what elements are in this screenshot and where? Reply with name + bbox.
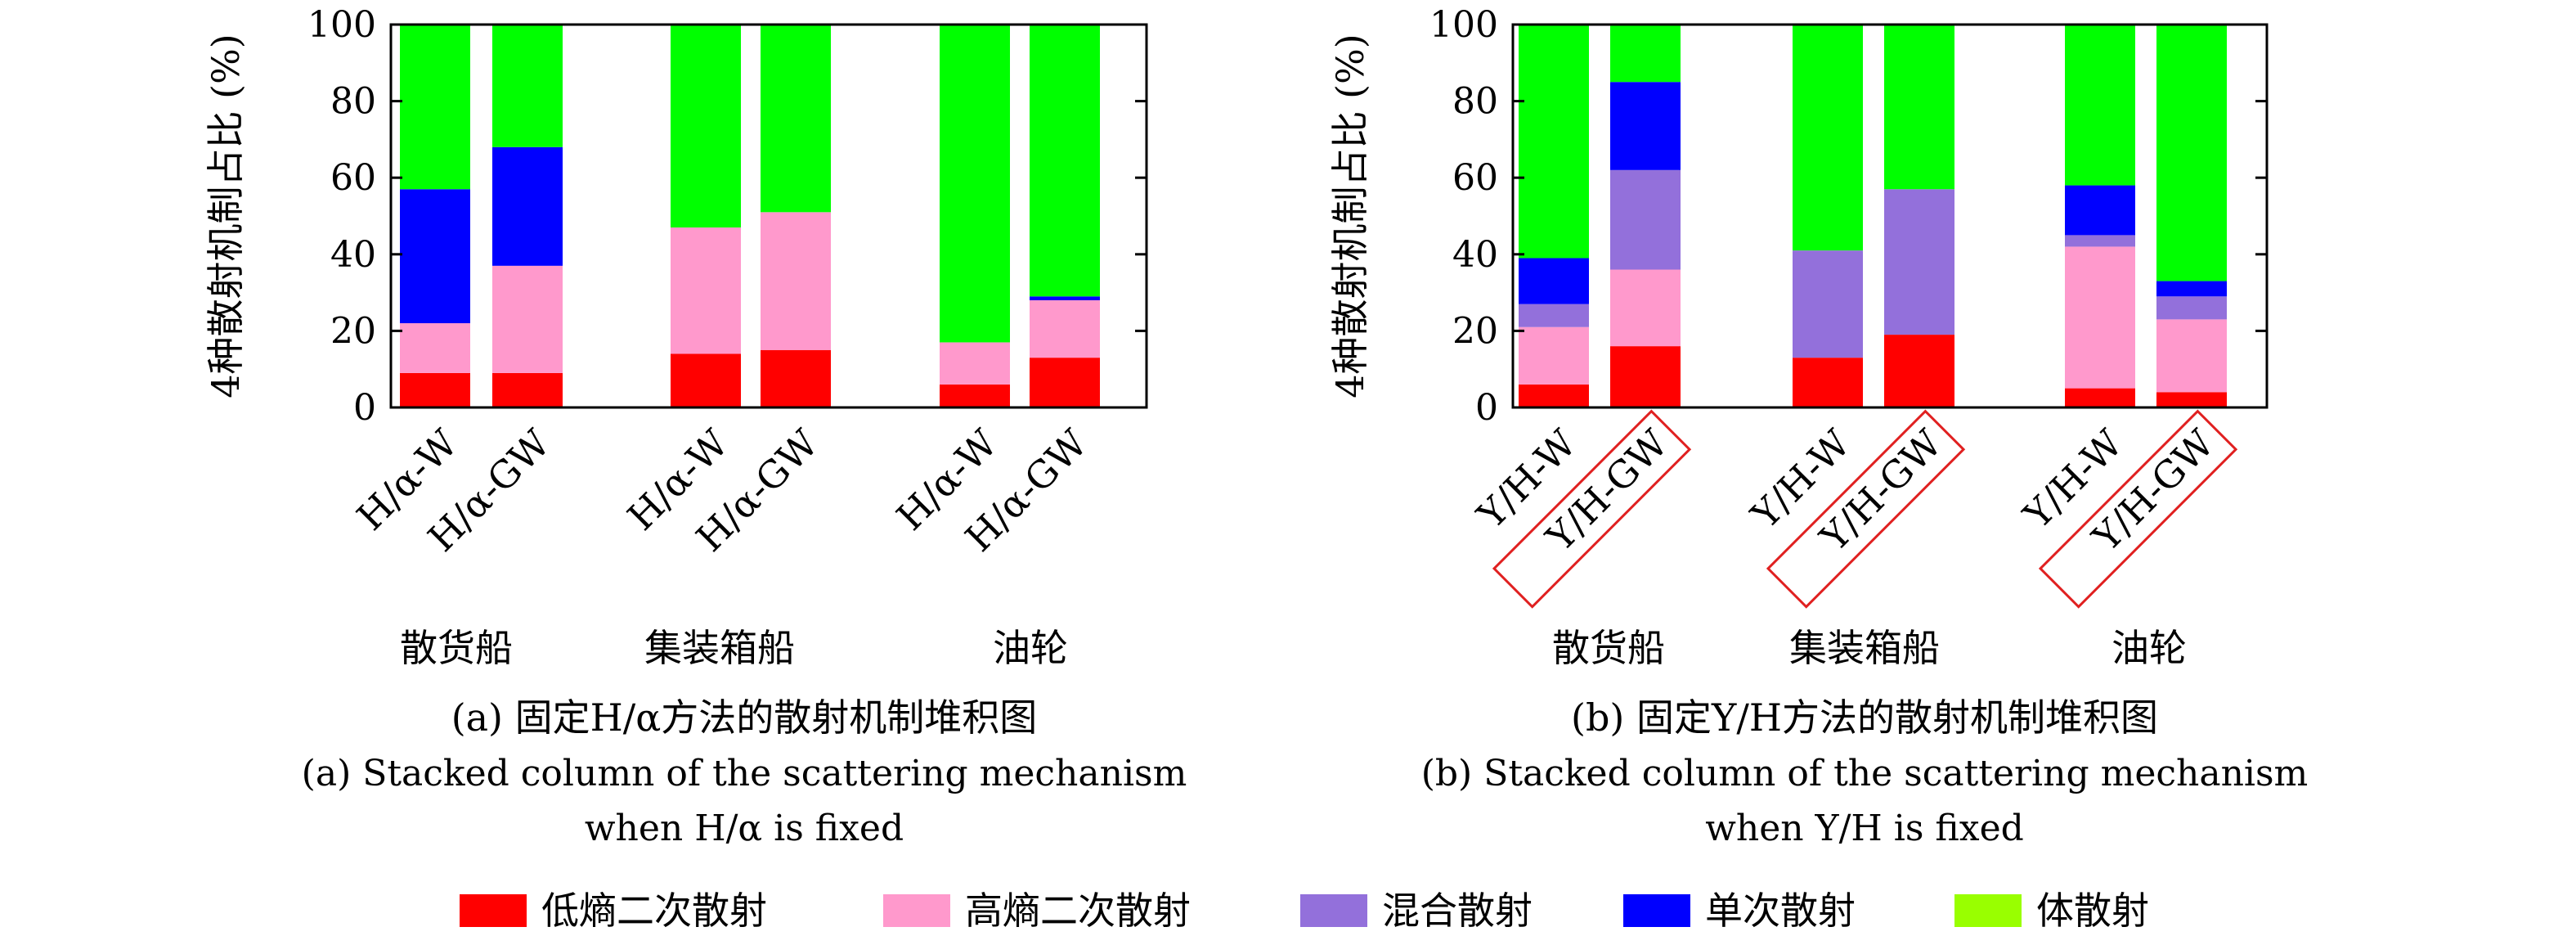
bar-segment bbox=[2065, 235, 2135, 247]
plot-frame bbox=[389, 23, 1148, 409]
group-label: 集装箱船 bbox=[1789, 626, 1940, 670]
bar-segment bbox=[1793, 250, 1863, 358]
y-tick-label: 60 bbox=[1452, 157, 1498, 199]
bar-segment bbox=[1030, 296, 1100, 300]
caption-cn: (b) 固定Y/H方法的散射机制堆积图 bbox=[1571, 695, 2158, 740]
bar-segment bbox=[1030, 25, 1100, 297]
bar-segment bbox=[1030, 299, 1100, 358]
bar-segment bbox=[671, 227, 741, 354]
bar-segment bbox=[1519, 25, 1589, 259]
legend-item: 低熵二次散射 bbox=[460, 889, 767, 933]
legend-swatch bbox=[1954, 894, 2022, 927]
bar-segment bbox=[1884, 25, 1954, 190]
y-tick-label: 80 bbox=[330, 81, 376, 123]
bar-segment bbox=[1030, 358, 1100, 407]
bar-segment bbox=[940, 384, 1010, 407]
y-tick-label: 20 bbox=[1452, 310, 1498, 352]
bar-segment bbox=[940, 342, 1010, 385]
group-label: 集装箱船 bbox=[644, 626, 795, 670]
y-tick-label: 60 bbox=[330, 157, 376, 199]
bar-segment bbox=[940, 25, 1010, 343]
y-tick-label: 20 bbox=[330, 310, 376, 352]
bar-segment bbox=[492, 372, 563, 407]
bar-segment bbox=[1610, 82, 1681, 170]
y-tick-label: 100 bbox=[1429, 4, 1498, 46]
highlight-box bbox=[2038, 409, 2238, 609]
legend-swatch bbox=[1300, 894, 1367, 927]
group-label: 散货船 bbox=[400, 626, 513, 670]
bar-segment bbox=[1610, 269, 1681, 347]
bar-segment bbox=[1610, 346, 1681, 407]
bar-segment bbox=[492, 265, 563, 373]
bar-segment bbox=[400, 323, 470, 373]
caption-en-line2: when H/α is fixed bbox=[585, 808, 904, 849]
legend-swatch bbox=[883, 894, 950, 927]
legend-label: 高熵二次散射 bbox=[965, 889, 1191, 933]
y-tick-label: 0 bbox=[353, 387, 376, 429]
caption-cn: (a) 固定H/α方法的散射机制堆积图 bbox=[451, 695, 1038, 740]
bar-segment bbox=[761, 349, 831, 407]
caption-en-line1: (a) Stacked column of the scattering mec… bbox=[302, 753, 1187, 794]
bar-segment bbox=[1793, 358, 1863, 407]
bar-segment bbox=[1610, 169, 1681, 270]
bar-segment bbox=[492, 25, 563, 147]
plot-frame bbox=[1511, 23, 2269, 409]
bar-segment bbox=[671, 353, 741, 407]
legend-swatch bbox=[460, 894, 527, 927]
bar-segment bbox=[2156, 281, 2227, 297]
y-tick-label: 80 bbox=[1452, 81, 1498, 123]
bar-segment bbox=[400, 189, 470, 324]
bar-segment bbox=[1610, 25, 1681, 83]
bar-segment bbox=[1519, 326, 1589, 385]
bar-segment bbox=[1519, 258, 1589, 304]
bar-segment bbox=[1884, 335, 1954, 407]
legend-label: 单次散射 bbox=[1705, 889, 1856, 933]
bar-segment bbox=[2065, 185, 2135, 236]
y-tick-label: 40 bbox=[330, 234, 376, 276]
group-label: 散货船 bbox=[1552, 626, 1665, 670]
bar-segment bbox=[761, 212, 831, 350]
bar-segment bbox=[2156, 392, 2227, 407]
legend-item: 体散射 bbox=[1954, 889, 2149, 933]
y-tick-label: 0 bbox=[1475, 387, 1498, 429]
bar-segment bbox=[2156, 25, 2227, 281]
highlight-box bbox=[1492, 409, 1692, 609]
legend-label: 体散射 bbox=[2036, 889, 2149, 933]
bar-segment bbox=[2156, 319, 2227, 393]
legend-item: 高熵二次散射 bbox=[883, 889, 1191, 933]
bar-segment bbox=[2065, 388, 2135, 407]
bar-segment bbox=[761, 25, 831, 213]
bar-segment bbox=[492, 146, 563, 266]
legend-item: 单次散射 bbox=[1623, 889, 1856, 933]
bar-segment bbox=[1519, 384, 1589, 407]
caption-en-line2: when Y/H is fixed bbox=[1705, 808, 2024, 849]
legend-label: 低熵二次散射 bbox=[541, 889, 767, 933]
bar-segment bbox=[2156, 296, 2227, 320]
legend-item: 混合散射 bbox=[1300, 889, 1533, 933]
y-axis-label: 4种散射机制占比 (%) bbox=[1328, 34, 1372, 398]
bar-segment bbox=[1884, 189, 1954, 335]
legend: 低熵二次散射 高熵二次散射 混合散射 单次散射 体散射 bbox=[460, 889, 2149, 933]
bar-segment bbox=[2065, 246, 2135, 389]
group-label: 油轮 bbox=[993, 626, 1068, 670]
bar-segment bbox=[1793, 25, 1863, 251]
bar-segment bbox=[2065, 25, 2135, 186]
bar-segment bbox=[671, 25, 741, 228]
y-tick-label: 100 bbox=[307, 4, 376, 46]
group-label: 油轮 bbox=[2112, 626, 2187, 670]
bar-segment bbox=[400, 372, 470, 407]
highlight-box bbox=[1766, 409, 1966, 609]
y-axis-label: 4种散射机制占比 (%) bbox=[204, 34, 248, 398]
caption-en-line1: (b) Stacked column of the scattering mec… bbox=[1421, 753, 2309, 794]
legend-swatch bbox=[1623, 894, 1690, 927]
bar-segment bbox=[400, 25, 470, 190]
bar-segment bbox=[1519, 304, 1589, 327]
legend-label: 混合散射 bbox=[1382, 889, 1533, 933]
y-tick-label: 40 bbox=[1452, 234, 1498, 276]
